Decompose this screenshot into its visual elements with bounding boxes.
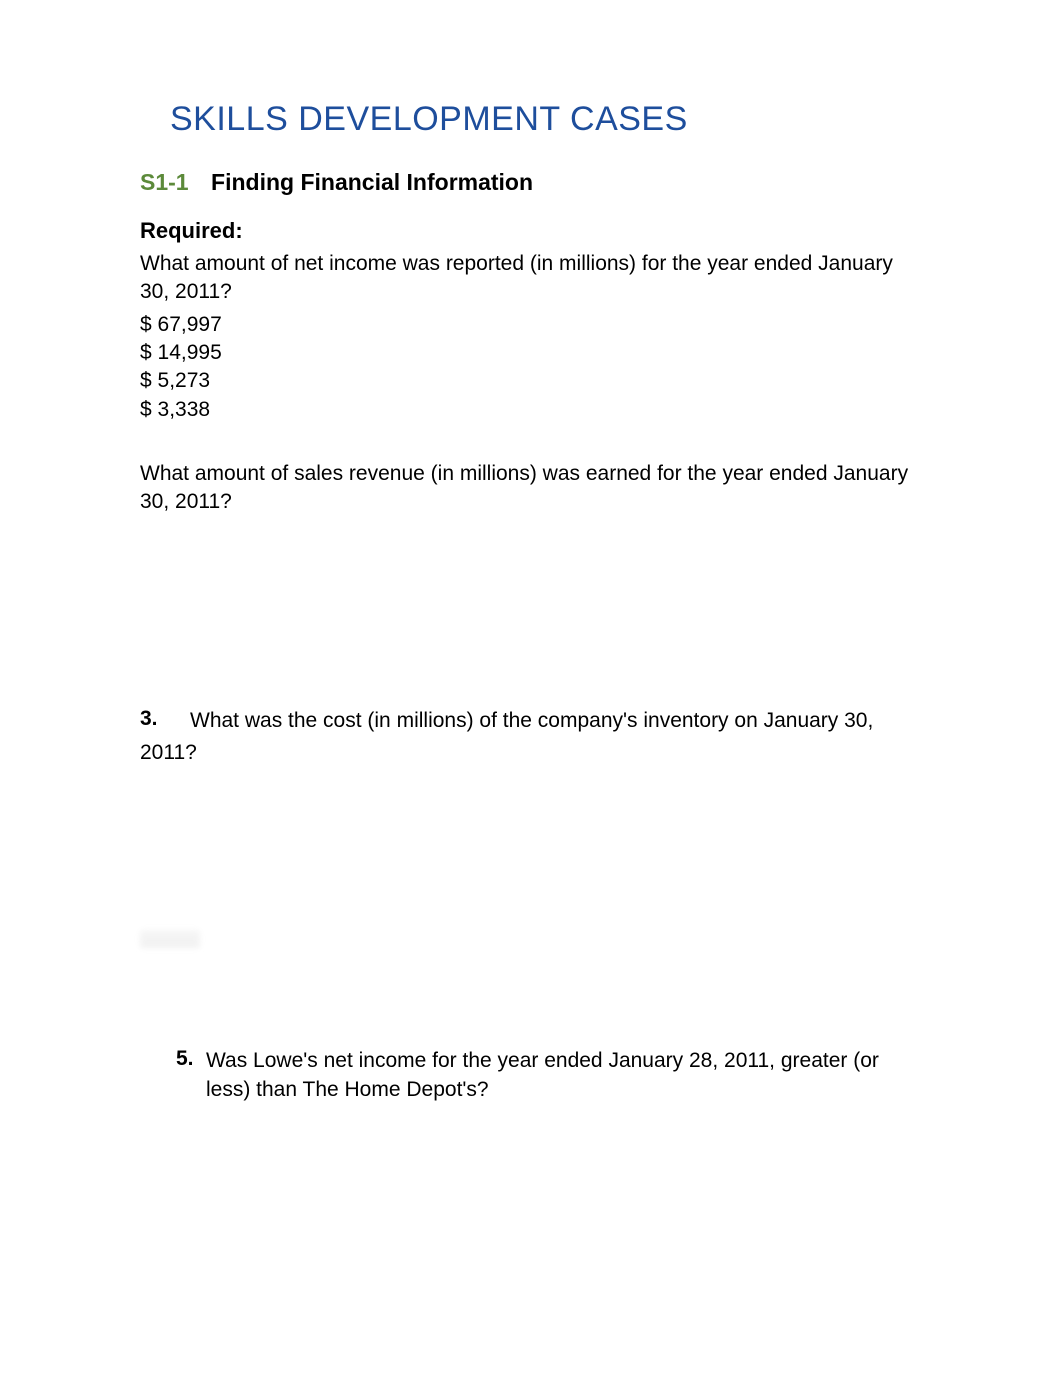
blur-artifact <box>140 930 200 948</box>
question-5-number: 5. <box>176 1047 206 1071</box>
section-header: S1-1 Finding Financial Information <box>140 169 922 196</box>
question-5-text: Was Lowe's net income for the year ended… <box>206 1047 922 1104</box>
section-title: Finding Financial Information <box>211 169 533 195</box>
option-2: $ 14,995 <box>140 339 922 367</box>
question-3-text-line2: 2011? <box>140 739 922 767</box>
option-4: $ 3,338 <box>140 396 922 424</box>
required-label: Required: <box>140 218 922 244</box>
question-3-text-line1: What was the cost (in millions) of the c… <box>190 707 922 735</box>
question-1: What amount of net income was reported (… <box>140 250 922 424</box>
page-title: SKILLS DEVELOPMENT CASES <box>170 100 922 139</box>
question-2: What amount of sales revenue (in million… <box>140 460 922 517</box>
question-3: 3. What was the cost (in millions) of th… <box>140 707 922 768</box>
question-2-text: What amount of sales revenue (in million… <box>140 460 922 517</box>
option-3: $ 5,273 <box>140 367 922 395</box>
option-1: $ 67,997 <box>140 311 922 339</box>
section-id: S1-1 <box>140 169 189 195</box>
question-5: 5. Was Lowe's net income for the year en… <box>140 1047 922 1108</box>
question-1-text: What amount of net income was reported (… <box>140 250 922 307</box>
question-1-options: $ 67,997 $ 14,995 $ 5,273 $ 3,338 <box>140 311 922 424</box>
document-content: SKILLS DEVELOPMENT CASES S1-1 Finding Fi… <box>140 100 922 1108</box>
question-3-number: 3. <box>140 707 190 731</box>
